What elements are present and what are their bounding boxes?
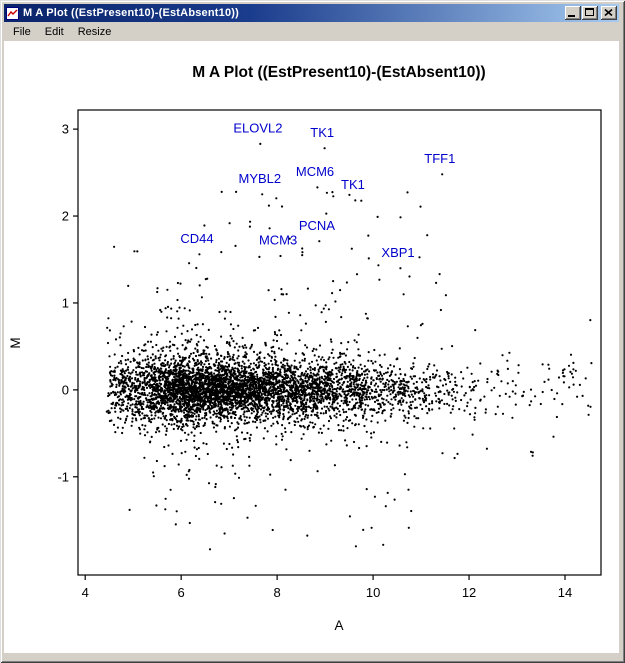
- gene-label-elovl2: ELOVL2: [233, 121, 282, 136]
- x-axis-label: A: [334, 618, 343, 633]
- svg-text:2: 2: [62, 209, 69, 224]
- svg-text:4: 4: [82, 585, 89, 600]
- gene-label-mcm6: MCM6: [296, 164, 334, 179]
- svg-text:-1: -1: [57, 469, 69, 484]
- maximize-button[interactable]: [582, 6, 598, 20]
- svg-text:10: 10: [366, 585, 380, 600]
- svg-text:14: 14: [558, 585, 572, 600]
- gene-label-tff1: TFF1: [424, 151, 455, 166]
- close-icon: [604, 9, 613, 17]
- minimize-icon: [568, 15, 575, 17]
- svg-text:0: 0: [62, 382, 69, 397]
- scatter-points: [105, 142, 593, 551]
- minimize-button[interactable]: [565, 6, 581, 20]
- svg-text:1: 1: [62, 295, 69, 310]
- ma-plot: M A Plot ((EstPresent10)-(EstAbsent10)) …: [8, 64, 602, 633]
- window-title: M A Plot ((EstPresent10)-(EstAbsent10)): [23, 7, 240, 19]
- maximize-icon: [585, 8, 594, 16]
- menu-file[interactable]: File: [13, 25, 31, 38]
- gene-label-xbp1: XBP1: [381, 245, 414, 260]
- gene-label-pcna: PCNA: [299, 218, 335, 233]
- gene-label-tk1: TK1: [310, 125, 334, 140]
- gene-label-tk1: TK1: [341, 177, 365, 192]
- gene-label-cd44: CD44: [180, 231, 213, 246]
- menu-bar: File Edit Resize: [4, 22, 619, 41]
- svg-text:12: 12: [462, 585, 476, 600]
- plot-box: [77, 109, 602, 576]
- gene-labels: ELOVL2 TK1 TFF1 MCM6 MYBL2 TK1 PCNA CD44 MCM3 XBP…: [180, 121, 455, 260]
- y-axis-label: M: [8, 337, 23, 348]
- menu-resize[interactable]: Resize: [77, 25, 112, 38]
- gene-label-mybl2: MYBL2: [239, 171, 282, 186]
- title-bar[interactable]: M A Plot ((EstPresent10)-(EstAbsent10)): [4, 4, 619, 22]
- svg-text:6: 6: [178, 585, 185, 600]
- close-button[interactable]: [601, 6, 617, 20]
- plot-title: M A Plot ((EstPresent10)-(EstAbsent10)): [192, 64, 485, 81]
- gene-label-mcm3: MCM3: [259, 233, 297, 248]
- svg-text:3: 3: [62, 122, 69, 137]
- plot-device-area: M A Plot ((EstPresent10)-(EstAbsent10)) …: [4, 41, 619, 653]
- svg-text:8: 8: [274, 585, 281, 600]
- menu-edit[interactable]: Edit: [44, 25, 64, 38]
- app-icon: [6, 6, 19, 20]
